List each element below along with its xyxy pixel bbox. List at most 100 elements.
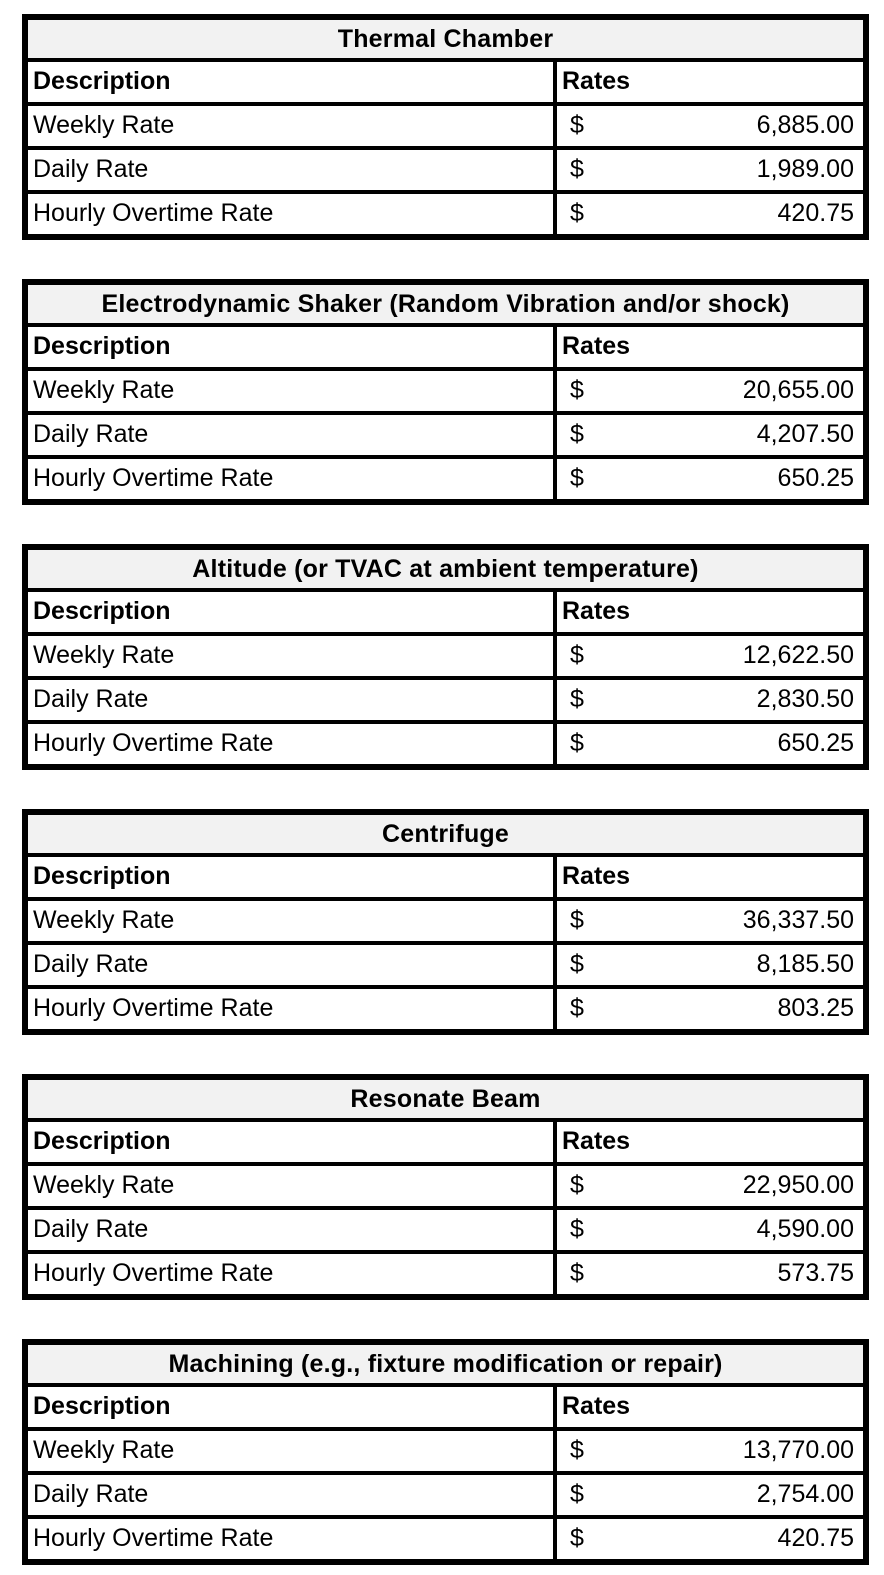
rate-label: Hourly Overtime Rate (23, 1250, 557, 1299)
rate-amount: 12,622.50 (742, 640, 854, 669)
rate-label: Weekly Rate (23, 632, 557, 680)
currency-symbol: $ (570, 993, 584, 1022)
column-header-description: Description (23, 58, 557, 106)
table-row: Daily Rate $4,590.00 (23, 1206, 868, 1254)
rate-label: Hourly Overtime Rate (23, 190, 557, 239)
currency-symbol: $ (570, 463, 584, 492)
rate-amount: 4,207.50 (756, 419, 855, 448)
rate-amount: 1,989.00 (756, 154, 854, 183)
table-title: Thermal Chamber (23, 15, 868, 62)
rate-amount-cell: $4,590.00 (553, 1206, 868, 1254)
rate-label: Daily Rate (23, 676, 557, 724)
currency-symbol: $ (570, 640, 584, 669)
table-row: Weekly Rate $6,885.00 (23, 102, 868, 150)
header-row: Description Rates (23, 1383, 869, 1431)
table-row: Daily Rate $4,207.50 (23, 411, 869, 459)
rate-amount: 6,885.00 (756, 110, 854, 139)
rate-amount-cell: $2,830.50 (553, 676, 868, 724)
table-row: Hourly Overtime Rate $803.25 (23, 985, 868, 1034)
rate-table-centrifuge: Centrifuge Description Rates Weekly Rate… (22, 809, 869, 1035)
rate-amount: 420.75 (777, 1523, 855, 1552)
table-row: Hourly Overtime Rate $420.75 (23, 190, 868, 239)
table-title: Machining (e.g., fixture modification or… (22, 1340, 869, 1387)
table-row: Daily Rate $8,185.50 (23, 941, 868, 989)
currency-symbol: $ (570, 728, 584, 757)
header-row: Description Rates (23, 853, 868, 901)
rate-amount-cell: $1,989.00 (553, 146, 868, 194)
rate-amount-cell: $22,950.00 (553, 1162, 868, 1210)
currency-symbol: $ (570, 154, 584, 183)
rate-table-resonate-beam: Resonate Beam Description Rates Weekly R… (22, 1074, 869, 1300)
rate-table-electrodynamic-shaker: Electrodynamic Shaker (Random Vibration … (22, 279, 870, 505)
rate-amount-cell: $650.25 (553, 720, 868, 769)
table-row: Weekly Rate $13,770.00 (23, 1427, 869, 1475)
rate-amount-cell: $420.75 (552, 1515, 869, 1564)
column-header-rates: Rates (553, 58, 868, 106)
rate-amount: 650.25 (777, 728, 854, 757)
column-header-description: Description (23, 323, 557, 371)
rate-amount-cell: $20,655.00 (552, 367, 869, 415)
rate-label: Daily Rate (23, 411, 557, 459)
rate-amount-cell: $4,207.50 (552, 411, 869, 459)
rate-label: Daily Rate (23, 1206, 557, 1254)
currency-symbol: $ (570, 419, 584, 448)
rate-amount: 8,185.50 (756, 949, 854, 978)
table-row: Weekly Rate $22,950.00 (23, 1162, 868, 1210)
table-title: Centrifuge (23, 810, 868, 857)
rate-amount-cell: $420.75 (553, 190, 868, 239)
rate-amount: 22,950.00 (742, 1170, 854, 1199)
header-row: Description Rates (23, 323, 869, 371)
column-header-rates: Rates (553, 588, 868, 636)
rate-amount-cell: $803.25 (553, 985, 868, 1034)
table-row: Weekly Rate $12,622.50 (23, 632, 868, 680)
table-row: Daily Rate $2,830.50 (23, 676, 868, 724)
rate-amount: 650.25 (777, 463, 855, 492)
rate-amount-cell: $2,754.00 (552, 1471, 869, 1519)
table-row: Hourly Overtime Rate $420.75 (23, 1515, 869, 1564)
table-row: Hourly Overtime Rate $573.75 (23, 1250, 868, 1299)
column-header-rates: Rates (553, 853, 868, 901)
rate-amount-cell: $8,185.50 (553, 941, 868, 989)
table-title: Electrodynamic Shaker (Random Vibration … (22, 280, 869, 327)
rate-label: Weekly Rate (23, 1427, 557, 1475)
table-row: Hourly Overtime Rate $650.25 (23, 455, 869, 504)
rate-label: Hourly Overtime Rate (23, 455, 557, 504)
column-header-rates: Rates (552, 323, 869, 371)
currency-symbol: $ (570, 1258, 584, 1287)
column-header-description: Description (23, 1118, 557, 1166)
rate-label: Hourly Overtime Rate (23, 1515, 557, 1564)
rate-label: Daily Rate (23, 1471, 557, 1519)
currency-symbol: $ (570, 198, 584, 227)
currency-symbol: $ (570, 110, 584, 139)
rate-table-thermal-chamber: Thermal Chamber Description Rates Weekly… (22, 14, 869, 240)
column-header-description: Description (23, 588, 557, 636)
rate-amount-cell: $573.75 (553, 1250, 868, 1299)
table-title: Resonate Beam (23, 1075, 868, 1122)
table-title: Altitude (or TVAC at ambient temperature… (23, 545, 868, 592)
currency-symbol: $ (570, 1523, 584, 1552)
rate-label: Hourly Overtime Rate (23, 985, 557, 1034)
currency-symbol: $ (570, 949, 584, 978)
rate-label: Weekly Rate (23, 367, 557, 415)
table-row: Weekly Rate $36,337.50 (23, 897, 868, 945)
rate-amount: 803.25 (777, 993, 854, 1022)
rate-amount: 2,754.00 (756, 1479, 855, 1508)
rate-table-machining: Machining (e.g., fixture modification or… (22, 1339, 870, 1565)
rate-amount: 13,770.00 (742, 1435, 855, 1464)
currency-symbol: $ (570, 375, 584, 404)
rate-label: Daily Rate (23, 941, 557, 989)
rate-amount-cell: $12,622.50 (553, 632, 868, 680)
currency-symbol: $ (570, 1435, 584, 1464)
table-row: Hourly Overtime Rate $650.25 (23, 720, 868, 769)
rate-amount-cell: $13,770.00 (552, 1427, 869, 1475)
rate-label: Daily Rate (23, 146, 557, 194)
currency-symbol: $ (570, 684, 584, 713)
rate-amount: 4,590.00 (756, 1214, 854, 1243)
column-header-rates: Rates (553, 1118, 868, 1166)
header-row: Description Rates (23, 58, 868, 106)
table-row: Daily Rate $1,989.00 (23, 146, 868, 194)
rate-amount: 573.75 (777, 1258, 854, 1287)
rate-amount-cell: $6,885.00 (553, 102, 868, 150)
table-row: Daily Rate $2,754.00 (23, 1471, 869, 1519)
